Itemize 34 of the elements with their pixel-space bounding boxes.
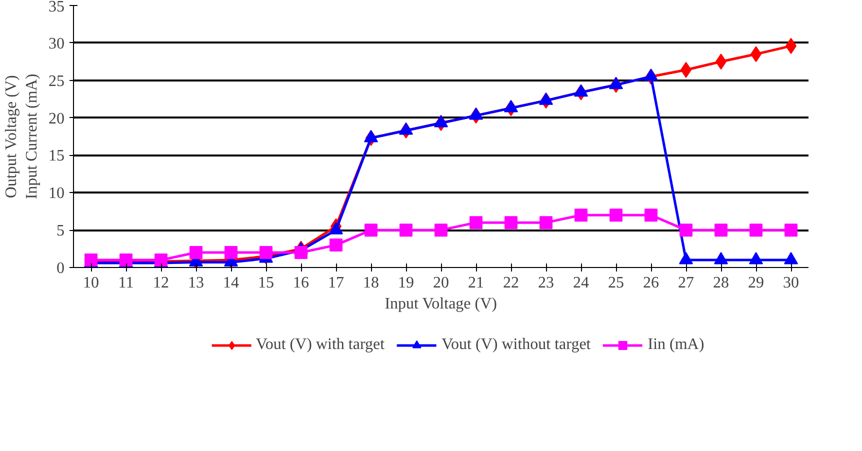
y-tick-label: 15 [48,148,64,165]
y-tick-label: 20 [48,110,64,128]
legend-label: Vout (V) with target [256,336,385,354]
y-axis-title: Output Voltage (V) Input Current (mA) [3,74,40,200]
x-tick-label: 26 [643,274,659,292]
y-tick-label: 25 [48,72,64,90]
y-tick-label: 30 [48,35,64,52]
x-tick-label: 10 [83,274,99,292]
x-tick-label: 28 [713,274,729,292]
legend-label: Vout (V) without target [442,336,591,354]
x-tick-label: 25 [608,274,624,292]
y-tick-label: 0 [56,260,64,277]
x-tick-label: 18 [363,274,379,292]
y-tick-label: 5 [56,222,64,240]
x-axis-title: Input Voltage (V) [384,296,497,312]
x-tick-label: 27 [678,274,694,292]
x-tick-label: 20 [433,274,449,292]
x-tick-label: 19 [398,274,414,292]
x-tick-label: 23 [538,274,554,292]
x-tick-label: 12 [153,274,169,292]
legend-label: Iin (mA) [648,336,704,354]
x-tick-label: 16 [293,274,309,292]
x-tick-label: 13 [188,274,204,292]
x-tick-label: 22 [503,274,519,292]
x-tick-label: 17 [328,274,344,292]
x-tick-label: 15 [258,274,274,292]
x-tick-label: 11 [118,274,134,292]
x-tick-label: 24 [573,274,589,292]
y-tick-label: 10 [48,185,64,202]
y-tick-label: 35 [48,0,64,16]
x-tick-label: 21 [468,274,484,292]
x-tick-label: 29 [748,274,764,292]
x-tick-label: 14 [223,274,239,292]
x-tick-label: 30 [783,274,799,292]
